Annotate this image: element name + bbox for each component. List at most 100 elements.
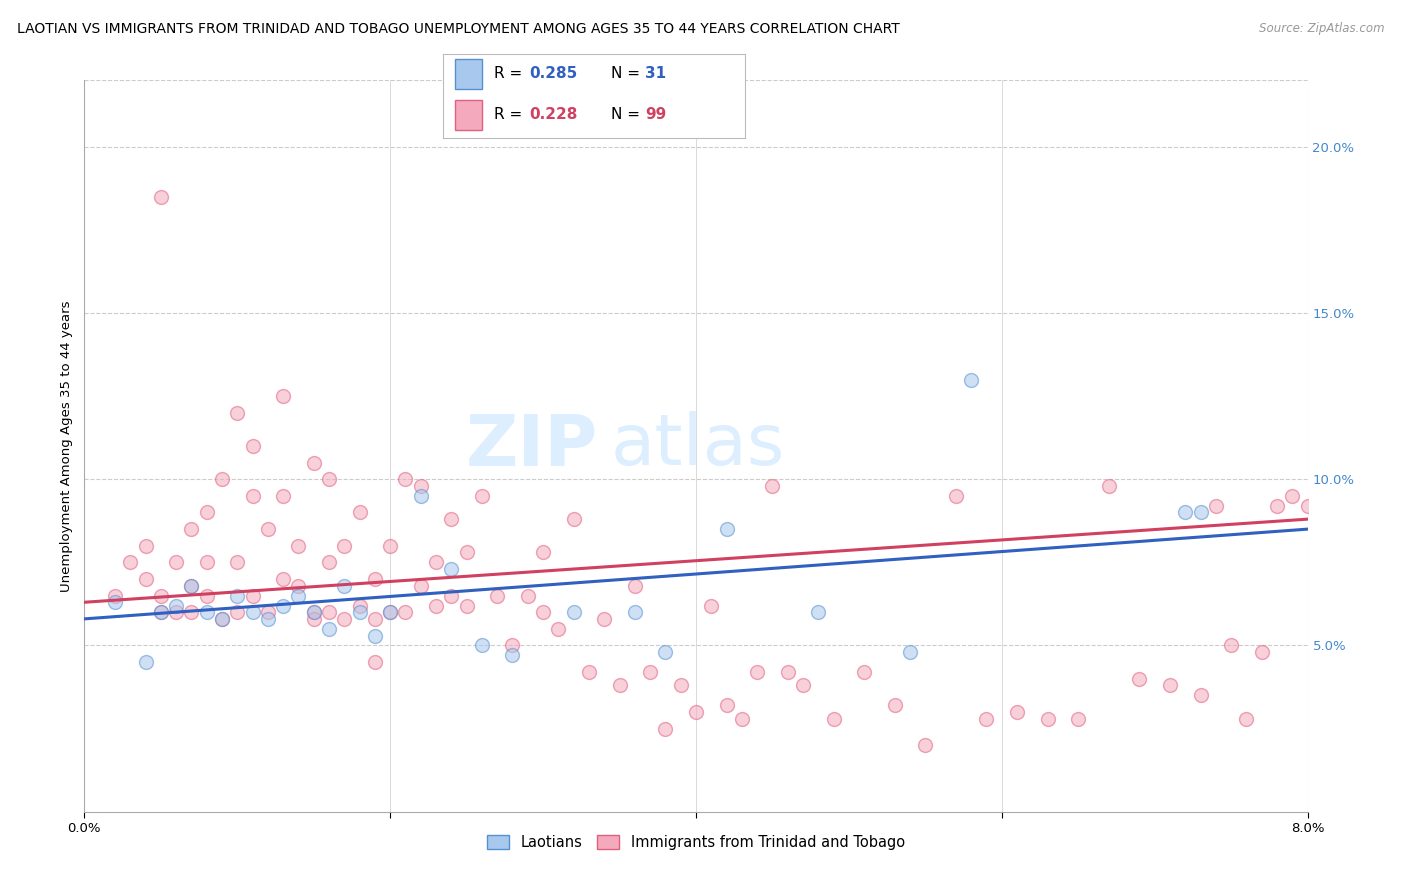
Point <box>135 572 157 586</box>
Point <box>440 589 463 603</box>
Point <box>364 628 387 642</box>
Point <box>425 555 447 569</box>
Point <box>394 472 416 486</box>
Point <box>1312 712 1334 726</box>
Point <box>1174 506 1197 520</box>
Text: R =: R = <box>495 107 527 122</box>
Point <box>180 579 202 593</box>
Point <box>562 512 585 526</box>
Text: Source: ZipAtlas.com: Source: ZipAtlas.com <box>1260 22 1385 36</box>
Point <box>669 678 692 692</box>
Point <box>242 605 264 619</box>
Point <box>945 489 967 503</box>
Point <box>914 738 936 752</box>
Point <box>409 489 432 503</box>
Point <box>898 645 921 659</box>
Point <box>883 698 905 713</box>
Point <box>287 579 309 593</box>
Point <box>502 648 524 663</box>
Point <box>318 622 340 636</box>
Point <box>1281 489 1303 503</box>
Point <box>271 572 294 586</box>
Point <box>624 579 647 593</box>
Bar <box>456 60 482 89</box>
Point <box>271 489 294 503</box>
Text: R =: R = <box>495 66 527 81</box>
Point <box>364 572 387 586</box>
Point <box>180 579 202 593</box>
Point <box>165 555 187 569</box>
Point <box>531 605 554 619</box>
Point <box>1036 712 1059 726</box>
Text: N =: N = <box>610 107 644 122</box>
Point <box>242 589 264 603</box>
Point <box>440 562 463 576</box>
Point <box>716 698 738 713</box>
Text: atlas: atlas <box>610 411 785 481</box>
Point <box>471 639 494 653</box>
Point <box>120 555 142 569</box>
Text: 31: 31 <box>645 66 666 81</box>
Point <box>380 605 402 619</box>
Point <box>149 589 172 603</box>
Point <box>333 579 356 593</box>
Point <box>700 599 723 613</box>
Point <box>302 605 325 619</box>
Point <box>823 712 845 726</box>
Text: 99: 99 <box>645 107 666 122</box>
Point <box>380 539 402 553</box>
Point <box>349 605 371 619</box>
Point <box>242 439 264 453</box>
Point <box>1067 712 1090 726</box>
Point <box>226 406 249 420</box>
Point <box>149 189 172 203</box>
Bar <box>456 100 482 130</box>
Point <box>761 479 783 493</box>
Point <box>654 722 676 736</box>
Point <box>1250 645 1272 659</box>
Point <box>380 605 402 619</box>
Point <box>257 612 280 626</box>
Point <box>135 539 157 553</box>
Point <box>747 665 769 679</box>
Point <box>349 599 371 613</box>
Point <box>318 472 340 486</box>
Point <box>654 645 676 659</box>
Point <box>271 389 294 403</box>
Point <box>1098 479 1121 493</box>
Point <box>731 712 754 726</box>
Point <box>364 655 387 669</box>
Point <box>211 472 233 486</box>
Point <box>287 589 309 603</box>
Point <box>318 555 340 569</box>
Point <box>1220 639 1243 653</box>
Point <box>516 589 538 603</box>
Text: 0.228: 0.228 <box>529 107 578 122</box>
Point <box>609 678 631 692</box>
Text: N =: N = <box>610 66 644 81</box>
Point <box>976 712 998 726</box>
Point <box>195 605 218 619</box>
Point <box>394 605 416 619</box>
Point <box>1005 705 1028 719</box>
Point <box>531 545 554 559</box>
Point <box>104 595 127 609</box>
Point <box>287 539 309 553</box>
Y-axis label: Unemployment Among Ages 35 to 44 years: Unemployment Among Ages 35 to 44 years <box>60 301 73 591</box>
Point <box>1265 499 1288 513</box>
Point <box>333 539 356 553</box>
Point <box>456 545 478 559</box>
Point <box>149 605 172 619</box>
Point <box>1128 672 1150 686</box>
Point <box>456 599 478 613</box>
Point <box>226 589 249 603</box>
Point <box>1205 499 1227 513</box>
Text: ZIP: ZIP <box>465 411 598 481</box>
Point <box>104 589 127 603</box>
Point <box>195 506 218 520</box>
Point <box>226 555 249 569</box>
Point <box>440 512 463 526</box>
Point <box>1159 678 1181 692</box>
Point <box>792 678 814 692</box>
Point <box>776 665 799 679</box>
